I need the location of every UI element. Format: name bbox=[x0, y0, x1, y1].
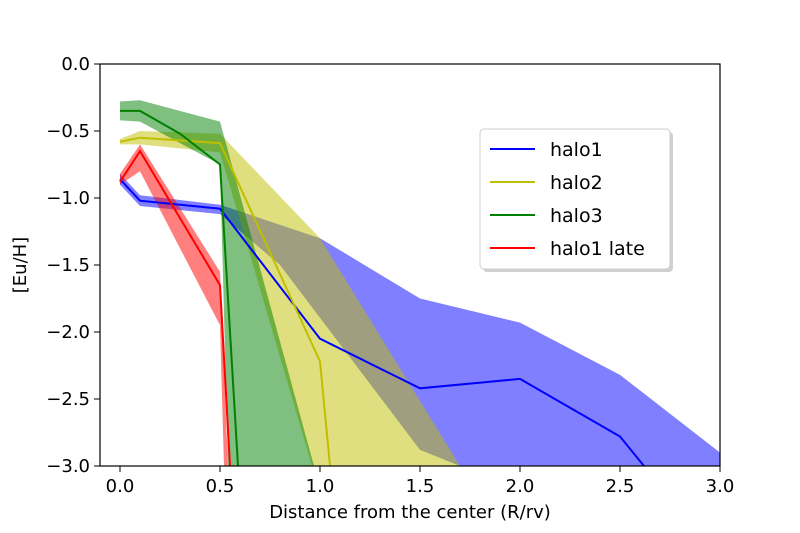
halo2-line bbox=[119, 136, 331, 466]
x-axis-label: Distance from the center (R/rv) bbox=[269, 502, 551, 523]
y-tick-label: −1.0 bbox=[46, 188, 90, 209]
y-tick-label: −2.0 bbox=[46, 322, 90, 343]
halo3-line bbox=[120, 109, 239, 466]
halo1-legend-label: halo1 bbox=[550, 139, 603, 161]
x-tick-label: 1.0 bbox=[306, 476, 335, 497]
x-tick-label: 2.0 bbox=[506, 476, 535, 497]
legend-box bbox=[479, 128, 671, 270]
x-axis: 0.0 0.5 1.0 1.5 2.0 2.5 3.0 bbox=[106, 466, 735, 497]
x-tick-label: 2.5 bbox=[606, 476, 635, 497]
x-tick-label: 0.5 bbox=[206, 476, 235, 497]
halo2-legend-label: halo2 bbox=[550, 172, 603, 194]
y-axis: 0.0 −0.5 −1.0 −1.5 −2.0 −2.5 −3.0 bbox=[46, 54, 100, 477]
x-tick-label: 1.5 bbox=[406, 476, 435, 497]
y-tick-label: 0.0 bbox=[61, 54, 90, 75]
legend: halo1 halo2 halo3 halo1 late bbox=[479, 128, 673, 272]
x-tick-label: 0.0 bbox=[106, 476, 135, 497]
y-tick-label: −0.5 bbox=[46, 121, 90, 142]
halo3-legend-label: halo3 bbox=[550, 205, 603, 227]
y-tick-label: −2.5 bbox=[46, 389, 90, 410]
halo3-band bbox=[120, 100, 314, 466]
halo1-late-line bbox=[119, 149, 231, 466]
y-tick-label: −3.0 bbox=[46, 456, 90, 477]
y-axis-label: [Eu/H] bbox=[10, 237, 31, 293]
y-tick-label: −1.5 bbox=[46, 255, 90, 276]
x-tick-label: 3.0 bbox=[706, 476, 735, 497]
series-lines bbox=[119, 109, 645, 466]
halo1-late-legend-label: halo1 late bbox=[550, 238, 645, 260]
halo1-line bbox=[119, 178, 645, 466]
